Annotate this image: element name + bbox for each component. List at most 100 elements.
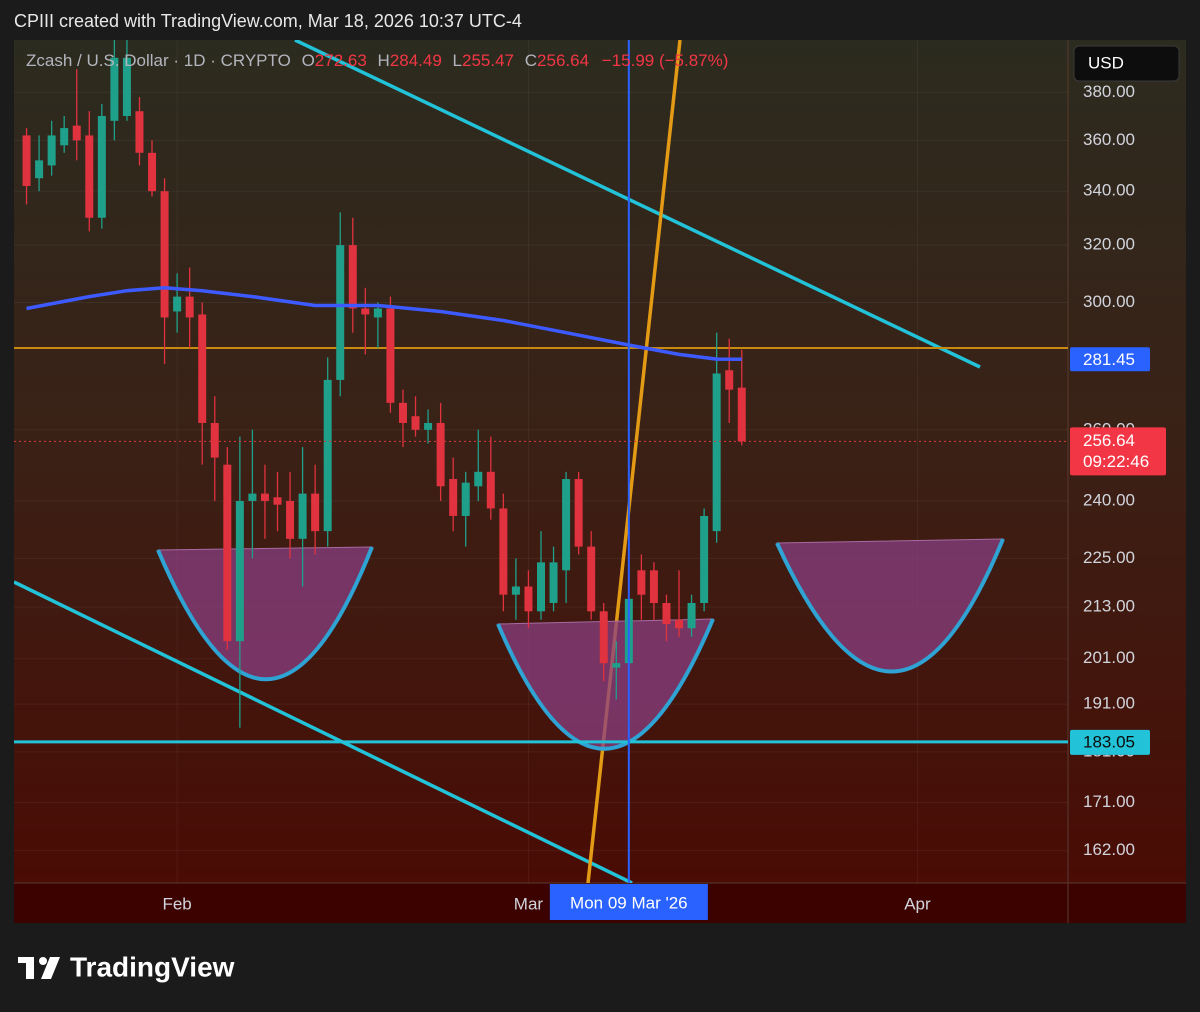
candle-body — [72, 125, 81, 141]
high-value: 284.49 — [390, 51, 442, 70]
candle-body — [398, 402, 407, 423]
candle-body — [675, 619, 684, 629]
candle-body — [110, 57, 119, 121]
candle-body — [223, 464, 232, 642]
candle-body — [348, 245, 357, 309]
candle-body — [424, 422, 433, 430]
candle-body — [662, 602, 671, 625]
candle-body — [687, 602, 696, 629]
candle-body — [649, 570, 658, 603]
logo-icon — [39, 957, 47, 965]
candle-body — [135, 111, 144, 153]
legend: Zcash / U.S. Dollar · 1D · CRYPTO O272.6… — [26, 51, 728, 70]
y-tick-label: 340.00 — [1083, 181, 1135, 200]
candle-body — [148, 152, 157, 192]
candle-body — [411, 416, 420, 430]
candle-body — [386, 308, 395, 403]
candle-body — [712, 373, 721, 532]
y-tick-label: 380.00 — [1083, 82, 1135, 101]
y-tick-label: 300.00 — [1083, 292, 1135, 311]
close-value: 256.64 — [537, 51, 589, 70]
candle-body — [198, 314, 207, 423]
candle-body — [612, 663, 621, 668]
y-tick-label: 225.00 — [1083, 548, 1135, 567]
trend-line — [14, 580, 633, 883]
candle-body — [499, 508, 508, 595]
candle-body — [286, 500, 295, 539]
cup-outline — [156, 546, 374, 682]
series — [14, 40, 1068, 883]
candle-body — [511, 586, 520, 595]
cup-outline — [496, 618, 715, 751]
candle-body — [700, 515, 709, 603]
candle-body — [60, 128, 69, 146]
y-tick-label: 171.00 — [1083, 792, 1135, 811]
candle-body — [474, 471, 483, 487]
close-label: C — [525, 51, 537, 70]
y-tick-label: 162.00 — [1083, 840, 1135, 859]
candle-body — [587, 546, 596, 612]
candle-body — [449, 479, 458, 516]
currency-button[interactable] — [1073, 45, 1180, 82]
trend-line — [294, 40, 981, 369]
candle-body — [298, 493, 307, 539]
candle-body — [22, 135, 31, 186]
candle-body — [737, 387, 746, 442]
x-tick-label: Feb — [162, 894, 191, 913]
low-label: L — [453, 51, 462, 70]
candle-body — [122, 57, 131, 116]
candle-body — [524, 586, 533, 612]
open-value: 272.63 — [315, 51, 367, 70]
ma-badge-label: 281.45 — [1083, 350, 1135, 369]
cup-outline — [775, 538, 1005, 674]
x-tick-label: Apr — [904, 894, 931, 913]
candle-body — [85, 135, 94, 218]
footer-logo-text: TradingView — [70, 951, 235, 982]
candle-body — [185, 296, 194, 318]
support-badge — [1070, 729, 1150, 755]
candle-body — [461, 482, 470, 516]
candle-body — [248, 493, 257, 501]
ma-badge — [1070, 347, 1150, 372]
candle-body — [160, 191, 169, 318]
candle-body — [725, 370, 734, 390]
candle-body — [436, 422, 445, 487]
open-label: O — [302, 51, 315, 70]
candle-body — [373, 308, 382, 318]
high-label: H — [378, 51, 390, 70]
candle-body — [97, 115, 106, 218]
candle-body — [361, 308, 370, 315]
candle-body — [486, 471, 495, 509]
y-tick-label: 191.00 — [1083, 694, 1135, 713]
candle-body — [323, 379, 332, 532]
drawings — [14, 40, 1068, 883]
y-tick-label: 213.00 — [1083, 597, 1135, 616]
logo-icon — [26, 957, 34, 979]
candle-body — [273, 497, 282, 505]
candle-body — [637, 570, 646, 595]
y-tick-label: 360.00 — [1083, 130, 1135, 149]
candle-body — [173, 296, 182, 312]
candle-body — [210, 422, 219, 458]
candle-body — [562, 479, 571, 571]
y-tick-label: 320.00 — [1083, 235, 1135, 254]
candle-body — [599, 611, 608, 664]
candle-body — [537, 562, 545, 612]
candle-body — [35, 160, 44, 179]
candle-body — [47, 135, 56, 166]
moving-average — [26, 286, 742, 362]
crosshair-label: Mon 09 Mar '26 — [570, 893, 688, 912]
countdown-label: 09:22:46 — [1083, 452, 1149, 471]
support-badge-label: 183.05 — [1083, 732, 1135, 751]
change: −15.99 (−5.87%) — [602, 51, 729, 70]
currency[interactable]: USD — [1088, 53, 1124, 72]
axes: 380.00360.00340.00320.00300.00260.00240.… — [162, 82, 1166, 920]
candle-body — [235, 500, 244, 642]
y-tick-label: 240.00 — [1083, 490, 1135, 509]
candle-body — [336, 245, 345, 380]
candle-body — [574, 479, 583, 547]
symbol: Zcash / U.S. Dollar · 1D · CRYPTO — [26, 51, 291, 70]
candle-body — [311, 493, 320, 532]
